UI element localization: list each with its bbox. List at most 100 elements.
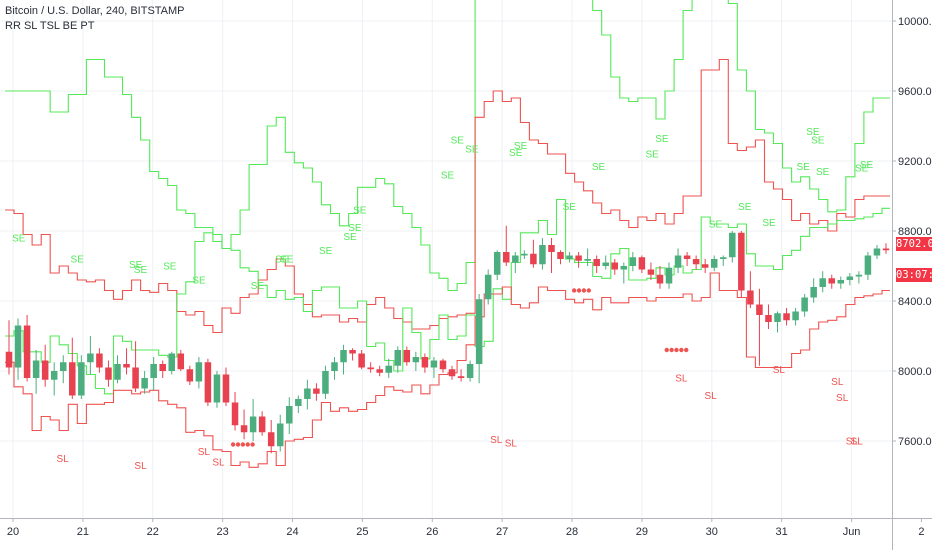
- se-marker: SE: [192, 276, 206, 287]
- candle-body: [50, 371, 58, 380]
- y-tick-label: 10000.00: [898, 16, 932, 28]
- candle-body: [159, 364, 166, 371]
- candle-body: [349, 350, 356, 354]
- candle-body: [819, 278, 826, 287]
- sl-marker: SL: [773, 365, 786, 376]
- candle-body: [394, 350, 402, 366]
- candle-body: [683, 255, 691, 259]
- candle-body: [837, 280, 845, 284]
- candle-body: [466, 364, 474, 378]
- candle-body: [41, 360, 49, 380]
- se-marker: SE: [134, 265, 148, 276]
- candles: [5, 225, 890, 454]
- candle-body: [503, 252, 510, 263]
- candle-body: [87, 353, 94, 363]
- entry-dot: [230, 442, 236, 447]
- candle-body: [421, 357, 429, 368]
- sl-marker: SL: [505, 438, 518, 449]
- x-tick-label: 26: [426, 526, 438, 538]
- x-tick-label: 20: [7, 526, 19, 538]
- candle-body: [249, 416, 257, 433]
- se-marker: SE: [514, 141, 528, 152]
- candle-body: [484, 274, 492, 300]
- candle-body: [810, 287, 817, 298]
- y-tick-label: 8400.00: [898, 296, 932, 308]
- candle-body: [783, 313, 790, 321]
- se-marker: SE: [71, 255, 85, 266]
- se-marker: SE: [12, 234, 26, 245]
- candle-body: [738, 232, 745, 291]
- candle-body: [756, 304, 763, 315]
- sl-marker: SL: [56, 454, 69, 465]
- candle-body: [828, 278, 836, 284]
- entry-dot: [684, 347, 689, 353]
- y-tick-label: 7600.00: [898, 436, 932, 448]
- entry-dot: [245, 442, 250, 447]
- candle-body: [674, 255, 682, 268]
- se-marker: SE: [280, 255, 294, 266]
- candle-body: [150, 364, 157, 378]
- candle-body: [14, 325, 22, 368]
- candle-body: [204, 362, 212, 403]
- sl-marker: SL: [831, 377, 844, 388]
- entry-dot: [581, 288, 587, 293]
- se-marker: SE: [816, 167, 830, 178]
- x-tick-label: 23: [217, 526, 229, 538]
- trail-upper-line: [5, 0, 890, 292]
- candle-body: [78, 362, 85, 396]
- sl-marker: SL: [675, 374, 688, 385]
- se-marker: SE: [797, 162, 811, 173]
- candle-body: [403, 350, 411, 363]
- entry-dot: [571, 288, 577, 293]
- candle-body: [141, 378, 148, 389]
- se-marker: SE: [163, 262, 177, 273]
- sl-marker: SL: [134, 461, 147, 472]
- se-marker: SE: [275, 255, 289, 266]
- se-marker: SE: [645, 150, 659, 161]
- candle-body: [186, 369, 194, 382]
- candle-body: [873, 248, 881, 256]
- candle-body: [376, 369, 383, 373]
- x-tick-label: 24: [286, 526, 298, 538]
- candle-body: [412, 357, 420, 363]
- candle-body: [340, 350, 347, 363]
- sl-marker: SL: [490, 435, 503, 446]
- candle-body: [295, 399, 302, 406]
- candle-body: [222, 374, 230, 403]
- se-marker: SE: [860, 160, 874, 171]
- x-tick-label: 29: [636, 526, 648, 538]
- se-marker: SE: [806, 127, 820, 138]
- candle-body: [322, 371, 329, 394]
- sl-marker: SL: [198, 447, 211, 458]
- x-tick-label: 31: [776, 526, 788, 538]
- candle-body: [114, 364, 121, 380]
- sl-marker: SL: [836, 393, 849, 404]
- candle-body: [710, 259, 718, 268]
- candle-body: [638, 257, 646, 270]
- candle-body: [258, 416, 266, 433]
- entry-dot: [576, 288, 582, 293]
- candle-body: [665, 267, 673, 284]
- candle-body: [846, 276, 854, 280]
- candle-body: [59, 362, 67, 371]
- se-marker: SE: [465, 144, 479, 155]
- candle-body: [548, 245, 555, 252]
- se-marker: SE: [353, 206, 367, 217]
- candle-body: [358, 353, 365, 368]
- candle-body: [765, 315, 772, 322]
- se-marker: SE: [451, 136, 465, 147]
- candle-body: [313, 388, 320, 394]
- candle-body: [430, 360, 438, 368]
- candle-body: [123, 364, 130, 368]
- candle-body: [286, 406, 293, 424]
- sl-marker: SL: [851, 437, 864, 448]
- y-tick-label: 8000.00: [898, 366, 932, 378]
- x-tick-label: 30: [706, 526, 718, 538]
- se-marker: SE: [855, 164, 869, 175]
- candle-body: [168, 353, 175, 371]
- se-marker: SE: [563, 202, 577, 213]
- y-tick-label: 8800.00: [898, 226, 932, 238]
- candle-body: [575, 255, 582, 261]
